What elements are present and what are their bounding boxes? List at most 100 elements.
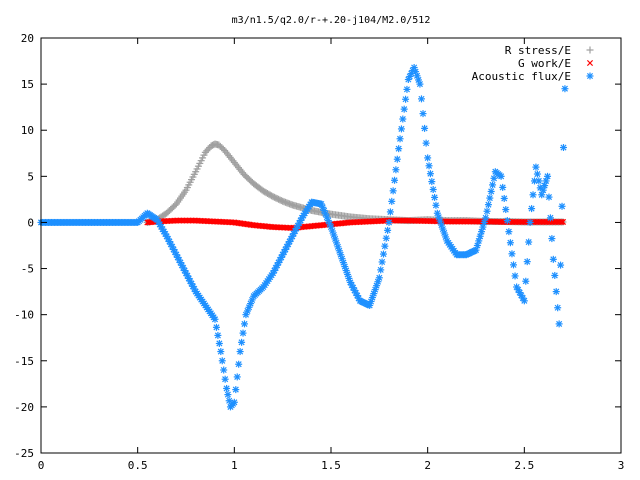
series-2-point-252 — [393, 155, 401, 163]
series-2-point-363 — [552, 288, 560, 296]
series-2-point-264 — [410, 64, 418, 72]
series-2 — [37, 64, 569, 411]
x-tick-label-2: 1 — [231, 459, 238, 472]
series-2-point-251 — [392, 166, 400, 174]
series-2-point-315 — [482, 214, 490, 222]
series-2-point-128 — [221, 375, 229, 383]
legend-marker-0 — [586, 46, 594, 54]
x-tick-label-5: 2.5 — [514, 459, 534, 472]
series-2-point-319 — [487, 187, 495, 195]
legend-label-1: G work/E — [518, 57, 571, 70]
series-2-point-239 — [375, 274, 383, 282]
chart-title: m3/n1.5/q2.0/r-+.20-j104/M2.0/512 — [232, 15, 431, 26]
chart-axes: 0 0.5 1 1.5 2 2.5 3 -25 -20 -15 -10 -5 0 5 10 15 20 — [14, 32, 624, 472]
series-2-point-369 — [561, 85, 569, 93]
series-2-point-270 — [419, 110, 427, 118]
chart-marks — [37, 64, 569, 411]
series-2-point-253 — [395, 145, 403, 153]
series-2-point-349 — [532, 163, 540, 171]
series-2-point-333 — [508, 250, 516, 258]
series-2-point-342 — [522, 277, 530, 285]
series-2-point-125 — [217, 348, 225, 356]
series-2-point-332 — [506, 239, 514, 247]
x-tick-label-0: 0 — [38, 459, 45, 472]
series-2-point-361 — [549, 255, 557, 263]
series-2-point-358 — [545, 193, 553, 201]
series-2-point-245 — [384, 226, 392, 234]
series-2-point-138 — [235, 360, 243, 368]
series-2-point-277 — [429, 186, 437, 194]
series-2-point-255 — [397, 125, 405, 133]
series-2-point-240 — [377, 266, 385, 274]
series-2-point-351 — [535, 177, 543, 185]
series-2-point-137 — [233, 373, 241, 381]
x-tick-label-1: 0.5 — [128, 459, 148, 472]
series-2-point-268 — [416, 80, 424, 88]
series-2-point-331 — [505, 228, 513, 236]
legend-marker-2 — [586, 72, 594, 80]
x-tick-label-6: 3 — [618, 459, 625, 472]
series-2-point-273 — [424, 154, 432, 162]
series-2-point-278 — [431, 193, 439, 201]
legend-marker-1 — [586, 59, 594, 67]
series-2-point-259 — [403, 85, 411, 93]
y-tick-label-0: -25 — [14, 447, 34, 460]
series-2-point-258 — [402, 95, 410, 103]
series-2-point-127 — [220, 366, 228, 374]
series-1-point-280 — [559, 218, 567, 226]
plot-frame — [40, 37, 622, 454]
y-tick-label-2: -15 — [14, 355, 34, 368]
series-2-point-346 — [528, 205, 536, 213]
series-2-point-214 — [341, 263, 349, 271]
series-2-point-347 — [529, 191, 537, 199]
series-2-point-309 — [473, 242, 481, 249]
series-2-point-330 — [503, 217, 511, 225]
series-2-point-317 — [484, 201, 492, 209]
y-tick-label-4: -5 — [21, 263, 34, 276]
series-2-point-122 — [212, 323, 220, 331]
legend-label-2: Acoustic flux/E — [472, 70, 571, 83]
series-2-point-123 — [214, 331, 222, 339]
series-2-point-276 — [428, 178, 436, 186]
series-2-point-341 — [520, 297, 528, 305]
series-2-point-142 — [240, 320, 248, 328]
series-2-point-357 — [544, 172, 552, 180]
series-1 — [144, 217, 567, 232]
series-2-point-274 — [425, 162, 433, 170]
y-tick-label-7: 10 — [21, 124, 34, 137]
series-2-point-269 — [417, 95, 425, 103]
series-2-point-348 — [530, 177, 538, 185]
series-2-point-175 — [287, 235, 295, 243]
series-2-point-366 — [557, 261, 565, 269]
series-2-point-244 — [382, 234, 390, 242]
series-2-point-87 — [164, 235, 172, 243]
series-2-point-141 — [239, 329, 247, 337]
series-2-point-238 — [374, 278, 382, 286]
y-tick-label-3: -10 — [14, 309, 34, 322]
series-2-point-329 — [502, 206, 510, 214]
series-2-point-124 — [215, 339, 223, 347]
series-2-point-249 — [389, 187, 397, 195]
x-tick-label-4: 2 — [424, 459, 431, 472]
series-2-point-129 — [223, 384, 231, 392]
series-2-point-139 — [236, 348, 244, 356]
series-2-point-271 — [421, 124, 429, 132]
series-2-point-362 — [551, 271, 559, 279]
series-2-point-136 — [232, 386, 240, 394]
series-2-point-327 — [499, 183, 507, 191]
series-2-point-328 — [500, 194, 508, 202]
series-2-point-360 — [548, 235, 556, 243]
series-2-point-345 — [526, 218, 534, 226]
series-2-point-135 — [230, 398, 238, 406]
series-2-point-130 — [224, 391, 232, 399]
y-tick-label-5: 0 — [27, 216, 34, 229]
legend-label-0: R stress/E — [505, 44, 571, 57]
series-2-point-335 — [511, 272, 519, 280]
series-2-point-241 — [378, 258, 386, 266]
series-2-point-140 — [238, 338, 246, 346]
series-2-point-257 — [400, 105, 408, 113]
series-2-point-126 — [218, 357, 226, 365]
series-2-point-280 — [433, 209, 441, 217]
series-2-point-272 — [422, 139, 430, 147]
